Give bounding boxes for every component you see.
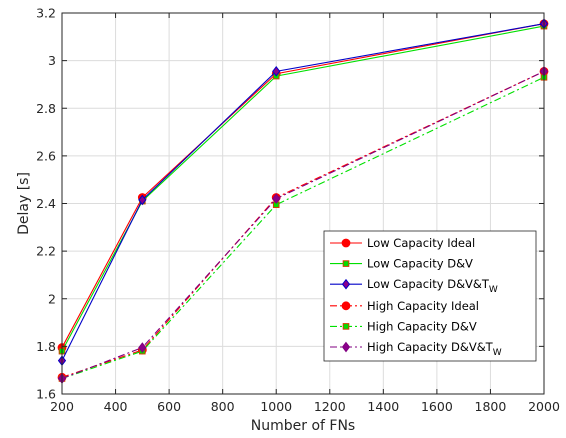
y-tick-label: 2.4: [36, 196, 56, 211]
x-tick-label: 1600: [421, 399, 453, 414]
x-tick-label: 1000: [260, 399, 292, 414]
series-3: [57, 18, 549, 366]
series-line: [61, 23, 545, 361]
y-tick-label: 3: [48, 53, 56, 68]
legend-marker: [342, 260, 350, 267]
legend-marker: [341, 301, 351, 311]
x-tick-label: 1800: [475, 399, 507, 414]
legend-label: High Capacity D&V: [367, 319, 477, 333]
x-axis-label: Number of FNs: [251, 418, 355, 434]
legend-marker: [341, 341, 351, 353]
y-tick-label: 2.8: [36, 101, 56, 116]
legend-label: Low Capacity Ideal: [367, 236, 475, 250]
legend-entry: High Capacity Ideal: [330, 299, 479, 313]
x-tick-label: 200: [50, 399, 74, 414]
series-layer: [57, 18, 549, 384]
x-tick-label: 600: [157, 399, 181, 414]
x-tick-label: 400: [104, 399, 128, 414]
series-line: [61, 70, 545, 380]
legend-entry: Low Capacity D&V: [330, 257, 473, 271]
data-point: [138, 194, 147, 206]
legend-marker: [341, 278, 351, 290]
legend-entry: High Capacity D&V: [330, 319, 477, 333]
y-axis-label: Delay [s]: [16, 172, 32, 235]
x-tick-label: 800: [211, 399, 235, 414]
legend: Low Capacity Ideal Low Capacity D&V Low Ca…: [323, 230, 537, 362]
data-point: [272, 193, 281, 205]
axes: 200 400 600 800 1000 1200 1400 1600 1800 2000 1.6 1…: [36, 6, 560, 415]
legend-entry: Low Capacity Ideal: [330, 236, 475, 250]
x-tick-label: 2000: [528, 399, 560, 414]
legend-entry: Low Capacity D&V&TW: [330, 277, 498, 295]
y-tick-label: 1.8: [36, 339, 56, 354]
legend-label: Low Capacity D&V: [367, 257, 473, 271]
data-point: [272, 66, 281, 77]
legend-marker: [341, 238, 351, 248]
x-tick-label: 1400: [367, 399, 399, 414]
series-line: [61, 25, 545, 352]
y-tick-label: 2: [48, 291, 56, 306]
legend-label: High Capacity Ideal: [367, 299, 479, 313]
y-tick-label: 3.2: [36, 6, 56, 21]
y-tick-label: 1.6: [36, 387, 56, 402]
x-tick-label: 1200: [314, 399, 346, 414]
legend-box: [323, 230, 537, 362]
series-line: [61, 76, 545, 380]
legend-entry: High Capacity D&V&TW: [330, 340, 502, 358]
data-point: [138, 342, 147, 353]
y-tick-label: 2.2: [36, 244, 56, 259]
legend-label: Low Capacity D&V&TW: [367, 277, 498, 295]
legend-marker: [342, 323, 350, 330]
y-tick-label: 2.6: [36, 148, 56, 163]
legend-label: High Capacity D&V&TW: [367, 340, 502, 358]
